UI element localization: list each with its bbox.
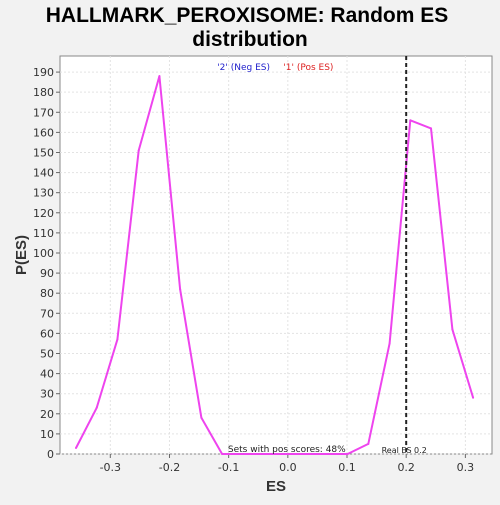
data-point xyxy=(158,75,161,78)
x-tick-label: -0.2 xyxy=(159,461,180,474)
axes: 0 10 20 30 40 50 60 70 80 90 100 110 120 130 140 150 160… xyxy=(33,66,474,474)
y-tick-label: 180 xyxy=(33,86,54,99)
y-tick-label: 60 xyxy=(40,327,54,340)
data-point xyxy=(388,342,391,345)
y-tick-label: 110 xyxy=(33,227,54,240)
data-point xyxy=(304,453,307,455)
real-es-label: Real ES 0.2 xyxy=(382,446,427,455)
chart-title-line2: distribution xyxy=(192,28,307,51)
y-tick-label: 80 xyxy=(40,287,54,300)
data-point xyxy=(325,453,328,455)
x-tick-label: 0.0 xyxy=(279,461,297,474)
y-tick-label: 90 xyxy=(40,267,54,280)
data-point xyxy=(74,446,77,449)
data-point xyxy=(179,288,182,291)
data-point xyxy=(241,453,244,455)
data-point xyxy=(221,453,224,455)
x-axis-title: ES xyxy=(266,478,286,495)
data-point xyxy=(430,127,433,130)
data-point xyxy=(137,149,140,152)
x-tick-label: 0.2 xyxy=(397,461,415,474)
data-point xyxy=(346,453,349,455)
pos-scores-annotation: Sets with pos scores: 48% xyxy=(228,445,346,455)
grid-lines xyxy=(60,56,492,455)
y-tick-label: 140 xyxy=(33,167,54,180)
x-tick-label: -0.3 xyxy=(100,461,121,474)
data-point xyxy=(116,338,119,341)
y-tick-label: 150 xyxy=(33,146,54,159)
data-point xyxy=(451,328,454,331)
data-point xyxy=(95,406,98,409)
x-tick-label: -0.1 xyxy=(218,461,239,474)
y-tick-label: 40 xyxy=(40,368,54,381)
data-point xyxy=(472,396,475,399)
plot-area xyxy=(59,55,493,455)
y-tick-label: 0 xyxy=(47,448,54,461)
y-axis-title: P(ES) xyxy=(13,235,30,275)
data-point xyxy=(409,119,412,122)
data-point xyxy=(200,416,203,419)
chart-title-line1: HALLMARK_PEROXISOME: Random ES xyxy=(46,4,449,27)
x-tick-label: 0.1 xyxy=(338,461,356,474)
y-tick-label: 170 xyxy=(33,106,54,119)
legend-entry-pos-es: '1' (Pos ES) xyxy=(283,63,333,73)
y-tick-label: 70 xyxy=(40,307,54,320)
y-tick-label: 160 xyxy=(33,126,54,139)
y-tick-label: 190 xyxy=(33,66,54,79)
y-tick-label: 10 xyxy=(40,428,54,441)
y-tick-label: 50 xyxy=(40,347,54,360)
legend-entry-neg-es: '2' (Neg ES) xyxy=(217,63,270,73)
data-point xyxy=(367,442,370,445)
y-tick-label: 130 xyxy=(33,187,54,200)
y-tick-label: 120 xyxy=(33,207,54,220)
y-tick-label: 20 xyxy=(40,408,54,421)
y-tick-label: 100 xyxy=(33,247,54,260)
x-tick-label: 0.3 xyxy=(457,461,475,474)
data-point xyxy=(283,453,286,455)
y-tick-label: 30 xyxy=(40,388,54,401)
data-point xyxy=(263,453,266,455)
